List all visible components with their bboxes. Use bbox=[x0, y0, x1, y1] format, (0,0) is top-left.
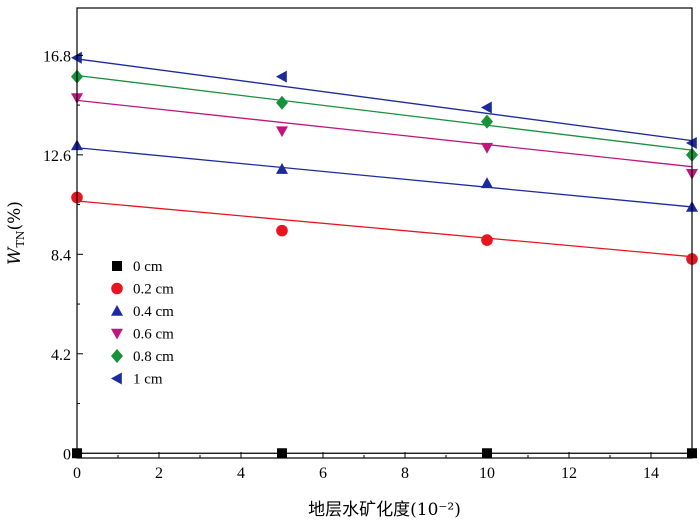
legend-marker bbox=[111, 328, 123, 340]
data-point bbox=[276, 70, 287, 83]
fit-line bbox=[76, 58, 693, 142]
data-point bbox=[481, 234, 493, 246]
legend-label: 0.8 cm bbox=[133, 349, 174, 365]
y-tick-label: 4.2 bbox=[51, 347, 71, 364]
fit-line bbox=[76, 99, 693, 168]
legend-marker bbox=[111, 282, 123, 295]
legend-label: 0.4 cm bbox=[133, 304, 174, 320]
legend-marker bbox=[111, 372, 122, 385]
x-tick-label: 8 bbox=[401, 465, 409, 482]
y-axis-title: WTN(%) bbox=[5, 201, 27, 265]
x-tick-label: 10 bbox=[479, 465, 495, 482]
y-axis-title-subscript: TN bbox=[14, 230, 27, 247]
legend-label: 0.6 cm bbox=[133, 327, 174, 343]
data-point bbox=[276, 126, 288, 138]
fit-line bbox=[76, 74, 693, 151]
plot-frame bbox=[76, 7, 693, 459]
data-point bbox=[481, 142, 493, 154]
legend: 0 cm 0.2 cm 0.4 cm 0.6 cm 0.8 cm 1 cm bbox=[111, 259, 174, 388]
x-tick-label: 0 bbox=[73, 465, 81, 482]
legend-marker bbox=[111, 305, 123, 316]
x-tick-label: 12 bbox=[561, 465, 577, 482]
data-point bbox=[481, 101, 492, 114]
legend-label: 0 cm bbox=[133, 259, 163, 275]
data-point bbox=[481, 114, 493, 129]
y-tick-label: 8.4 bbox=[51, 247, 71, 264]
data-point bbox=[481, 177, 493, 189]
legend-marker bbox=[112, 261, 122, 271]
y-tick-label: 0 bbox=[63, 446, 71, 463]
legend-label: 0.2 cm bbox=[133, 282, 174, 298]
legend-label: 1 cm bbox=[133, 372, 163, 388]
legend-marker bbox=[111, 349, 123, 363]
x-tick-label: 6 bbox=[319, 465, 327, 482]
data-point bbox=[277, 448, 287, 459]
fit-line bbox=[76, 200, 693, 258]
data-point bbox=[276, 95, 288, 110]
x-tick-label: 2 bbox=[155, 465, 163, 482]
x-axis-title: 地层水矿化度(10⁻²) bbox=[308, 500, 461, 520]
y-axis-title-main: W bbox=[5, 246, 25, 265]
data-point bbox=[276, 163, 288, 174]
fit-lines bbox=[76, 58, 693, 454]
axis-ticks: 0 2 4 6 8 10 12 14 0 4.2 8.4 12.6 16.8 bbox=[43, 48, 659, 482]
y-tick-label: 12.6 bbox=[43, 148, 71, 165]
x-tick-label: 4 bbox=[237, 465, 245, 482]
y-tick-label: 16.8 bbox=[43, 48, 71, 65]
fit-line bbox=[76, 147, 693, 208]
y-axis-title-suffix: (%) bbox=[5, 201, 25, 230]
data-point bbox=[276, 224, 288, 237]
x-tick-label: 14 bbox=[643, 465, 659, 482]
